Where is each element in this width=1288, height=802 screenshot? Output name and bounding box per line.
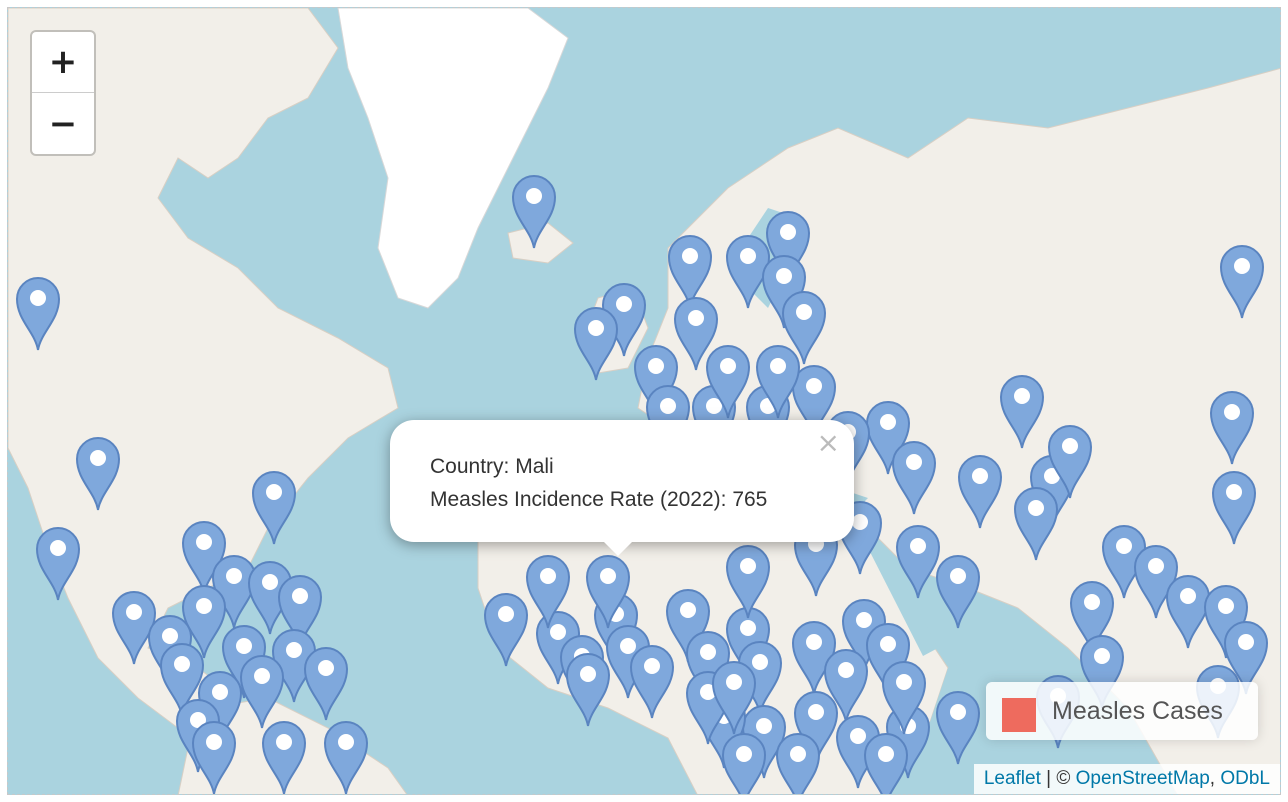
zoom-control: + − — [30, 30, 96, 156]
map-pin-icon[interactable] — [789, 360, 839, 440]
map-pin-icon[interactable] — [189, 716, 239, 794]
map-view[interactable]: + − × Country: Mali Measles Incidence Ra… — [7, 7, 1281, 795]
attribution-comma: , — [1209, 768, 1221, 789]
map-pin-icon[interactable] — [997, 370, 1047, 450]
attribution: Leaflet | © OpenStreetMap, ODbL — [973, 764, 1280, 794]
map-pin-icon[interactable] — [157, 638, 207, 718]
attribution-separator: | © — [1040, 768, 1076, 789]
map-pin-icon[interactable] — [821, 644, 871, 724]
map-pin-icon[interactable] — [1077, 630, 1127, 710]
map-pin-icon[interactable] — [703, 340, 753, 420]
map-pin-icon[interactable] — [627, 640, 677, 720]
map-pin-icon[interactable] — [321, 716, 371, 794]
leaflet-link[interactable]: Leaflet — [983, 768, 1041, 789]
legend-swatch — [1002, 698, 1036, 732]
map-pin-icon[interactable] — [509, 170, 559, 250]
popup-tip — [602, 540, 634, 556]
info-popup: × Country: Mali Measles Incidence Rate (… — [390, 420, 854, 556]
map-pin-icon[interactable] — [763, 206, 813, 286]
map-pin-icon[interactable] — [571, 302, 621, 382]
map-pin-icon[interactable] — [723, 540, 773, 620]
map-pin-icon[interactable] — [275, 570, 325, 650]
map-pin-icon[interactable] — [599, 278, 649, 358]
map-pin-icon[interactable] — [753, 340, 803, 420]
map-pin-icon[interactable] — [933, 550, 983, 630]
map-pin-icon[interactable] — [33, 522, 83, 602]
map-pin-icon[interactable] — [933, 686, 983, 766]
map-pin-icon[interactable] — [301, 642, 351, 722]
map-pin-icon[interactable] — [1221, 616, 1271, 696]
map-pin-icon[interactable] — [719, 728, 769, 794]
map-pin-icon[interactable] — [1207, 386, 1257, 466]
map-pin-icon[interactable] — [1209, 466, 1259, 546]
zoom-in-button[interactable]: + — [32, 32, 94, 93]
close-icon[interactable]: × — [816, 426, 840, 459]
legend-label: Measles Cases — [1052, 697, 1223, 725]
popup-incidence-rate: Measles Incidence Rate (2022): 765 — [430, 488, 768, 511]
map-pin-icon[interactable] — [1011, 482, 1061, 562]
map-pin-icon[interactable] — [1067, 576, 1117, 656]
map-pin-icon[interactable] — [481, 588, 531, 668]
map-pin-icon[interactable] — [663, 584, 713, 664]
map-pin-icon[interactable] — [709, 656, 759, 736]
map-pin-icon[interactable] — [861, 728, 911, 794]
map-pin-icon[interactable] — [955, 450, 1005, 530]
map-pin-icon[interactable] — [631, 340, 681, 420]
map-pin-icon[interactable] — [893, 520, 943, 600]
map-pin-icon[interactable] — [1045, 420, 1095, 500]
map-pin-icon[interactable] — [665, 230, 715, 310]
map-pin-icon[interactable] — [671, 292, 721, 372]
zoom-out-button[interactable]: − — [32, 93, 94, 154]
map-pin-icon[interactable] — [259, 716, 309, 794]
popup-country: Country: Mali — [430, 455, 554, 478]
map-pin-icon[interactable] — [773, 728, 823, 794]
odbl-link[interactable]: ODbL — [1220, 768, 1270, 789]
map-pin-icon[interactable] — [237, 650, 287, 730]
map-pin-icon[interactable] — [523, 550, 573, 630]
map-pin-icon[interactable] — [889, 436, 939, 516]
map-pin-icon[interactable] — [73, 432, 123, 512]
map-pin-icon[interactable] — [1201, 580, 1251, 660]
water-red-sea — [868, 548, 938, 656]
land-greenland — [337, 8, 569, 309]
map-pin-icon[interactable] — [249, 466, 299, 546]
legend: Measles Cases — [986, 682, 1258, 740]
map-pin-icon[interactable] — [879, 656, 929, 736]
map-pin-icon[interactable] — [1217, 240, 1267, 320]
map-pin-icon[interactable] — [583, 550, 633, 630]
map-pin-icon[interactable] — [563, 648, 613, 728]
map-pin-icon[interactable] — [1131, 540, 1181, 620]
map-pin-icon[interactable] — [779, 286, 829, 366]
popup-content: Country: Mali Measles Incidence Rate (20… — [430, 450, 767, 516]
map-pin-icon[interactable] — [791, 686, 841, 766]
map-pin-icon[interactable] — [863, 396, 913, 476]
map-pin-icon[interactable] — [13, 272, 63, 352]
openstreetmap-link[interactable]: OpenStreetMap — [1075, 768, 1210, 789]
marker-layer — [8, 8, 1280, 794]
